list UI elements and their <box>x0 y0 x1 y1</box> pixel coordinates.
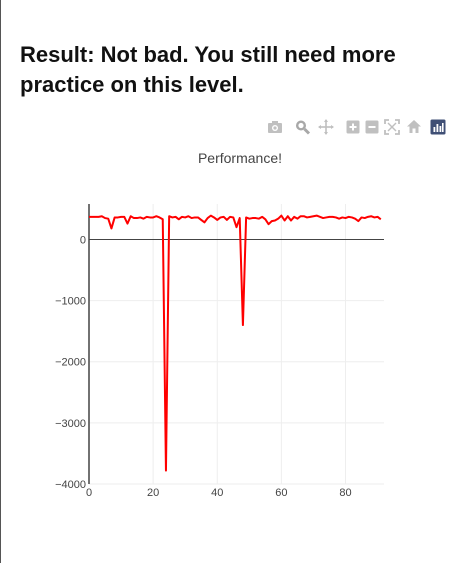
plot-modebar <box>266 118 456 138</box>
x-tick-label: 40 <box>211 487 223 499</box>
pan-icon[interactable] <box>317 118 335 136</box>
window-left-border <box>0 0 1 563</box>
y-tick-label: −1000 <box>55 296 86 308</box>
performance-line <box>89 214 382 472</box>
autoscale-icon[interactable] <box>383 118 401 136</box>
result-message-line-1: Result: Not bad. You still need more <box>20 42 396 67</box>
y-tick-label: 0 <box>80 234 86 246</box>
zoom-in-icon[interactable] <box>344 118 362 136</box>
zoom-out-icon[interactable] <box>363 118 381 136</box>
y-tick-label: −3000 <box>55 418 86 430</box>
x-tick-label: 20 <box>147 487 159 499</box>
y-tick-label: −2000 <box>55 357 86 369</box>
result-message: Result: Not bad. You still need more pra… <box>20 40 450 100</box>
reset-axes-icon[interactable] <box>405 118 423 136</box>
x-tick-label: 0 <box>86 487 92 499</box>
y-tick-label: −4000 <box>55 479 86 491</box>
x-tick-label: 80 <box>339 487 351 499</box>
camera-icon[interactable] <box>266 118 284 136</box>
result-message-line-2: practice on this level. <box>20 72 244 97</box>
zoom-icon[interactable] <box>293 118 311 136</box>
chart-title: Performance! <box>197 150 283 166</box>
x-tick-label: 60 <box>275 487 287 499</box>
plotly-logo-icon[interactable] <box>429 118 447 136</box>
